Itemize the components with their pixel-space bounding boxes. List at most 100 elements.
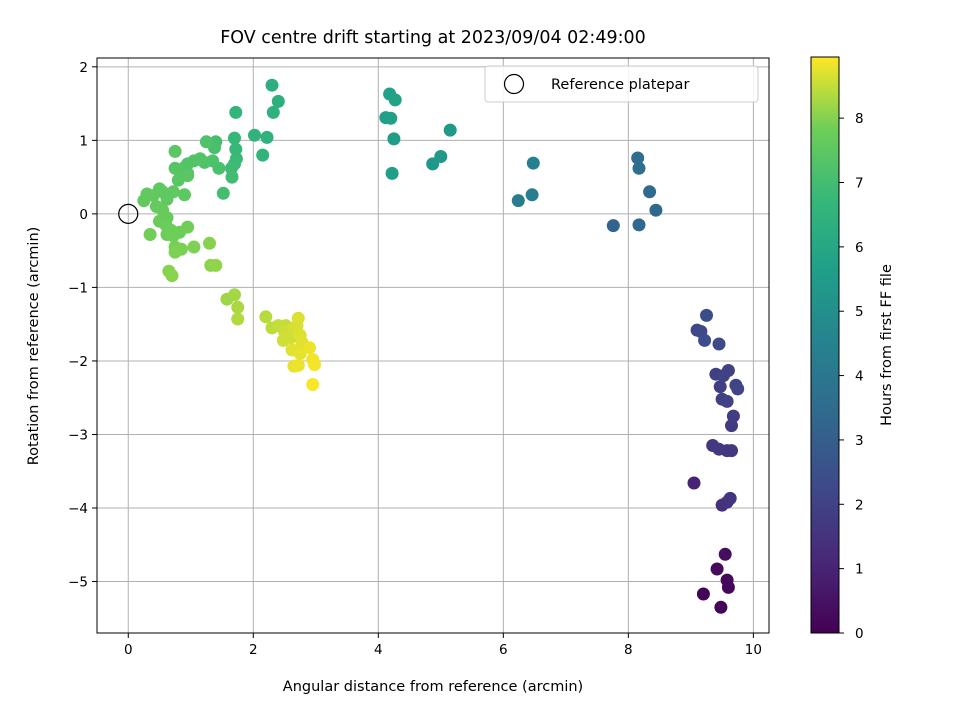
colorbar-tick-label: 4 (855, 369, 864, 385)
x-tick-label: 2 (249, 642, 258, 658)
data-point (526, 156, 540, 170)
colorbar-tick-label: 2 (855, 497, 864, 513)
data-point (256, 148, 270, 162)
data-point (229, 105, 243, 119)
data-point (387, 132, 401, 146)
x-axis-ticks: 0 2 4 6 8 10 (124, 633, 762, 658)
data-point (726, 409, 740, 423)
data-point (696, 587, 710, 601)
colorbar-label: Hours from first FF file (879, 264, 895, 426)
data-point (271, 94, 285, 108)
data-point (291, 311, 305, 325)
legend: Reference platepar (484, 65, 759, 103)
legend-box (484, 65, 759, 103)
colorbar: 0 1 2 3 4 5 6 7 8 Hours from first FF file (810, 56, 895, 642)
data-point (700, 308, 713, 322)
data-point (199, 135, 213, 149)
data-point (260, 130, 274, 144)
colorbar-tick-label: 8 (855, 111, 864, 127)
data-point (203, 236, 216, 250)
data-point (306, 378, 320, 391)
data-point (525, 188, 539, 202)
data-point (168, 144, 182, 158)
data-point (388, 93, 402, 107)
reference-platepar-marker (118, 203, 139, 224)
data-point (631, 151, 645, 165)
data-point (731, 382, 745, 396)
data-point (710, 562, 724, 576)
data-point (443, 123, 457, 137)
y-tick-label: −2 (68, 354, 88, 370)
colorbar-tick-label: 3 (855, 433, 864, 449)
data-point (720, 573, 734, 587)
data-point (385, 166, 399, 180)
data-point (143, 228, 157, 241)
colorbar-tick-label: 5 (855, 304, 864, 320)
data-point (228, 288, 241, 302)
data-point (712, 337, 726, 351)
data-point (720, 394, 734, 408)
legend-entry-reference: Reference platepar (551, 77, 689, 93)
data-point (687, 476, 701, 490)
data-point (265, 78, 279, 92)
data-point (649, 203, 663, 217)
y-tick-label: −3 (68, 427, 88, 443)
data-point (228, 131, 241, 145)
data-point (606, 219, 620, 233)
y-axis-label: Rotation from reference (arcmin) (26, 227, 42, 466)
data-point (231, 300, 245, 314)
data-point (434, 150, 448, 163)
x-tick-label: 0 (124, 642, 133, 658)
colorbar-tick-label: 7 (855, 175, 864, 191)
data-point (632, 218, 646, 232)
y-tick-label: 1 (79, 133, 88, 149)
data-point (216, 186, 230, 200)
y-tick-label: 2 (79, 60, 88, 76)
x-tick-label: 4 (374, 642, 383, 658)
colorbar-tick-label: 6 (855, 240, 864, 256)
data-point (725, 444, 738, 458)
data-point (632, 161, 646, 175)
data-point (714, 600, 728, 614)
chart-title: FOV centre drift starting at 2023/09/04 … (220, 28, 646, 48)
plot-frame (96, 57, 770, 634)
data-point (643, 185, 657, 199)
data-point (181, 220, 195, 234)
data-point (231, 312, 245, 326)
data-point (384, 111, 398, 125)
data-point (721, 364, 735, 377)
data-point (266, 105, 280, 119)
grid-lines (97, 58, 769, 633)
data-point (181, 169, 195, 183)
data-point (713, 380, 727, 394)
y-tick-label: 0 (79, 207, 88, 223)
data-point (259, 310, 273, 324)
x-tick-label: 10 (745, 642, 762, 658)
data-point (723, 491, 737, 505)
reference-marker-group (118, 203, 139, 224)
data-point (229, 142, 243, 156)
data-point (248, 128, 261, 142)
data-point (718, 547, 732, 561)
colorbar-gradient (810, 56, 840, 634)
data-point (511, 194, 525, 208)
data-points (137, 78, 745, 614)
data-point (165, 269, 179, 283)
data-point (166, 229, 180, 243)
data-point (209, 258, 223, 272)
colorbar-tick-label: 0 (855, 626, 864, 642)
legend-marker (503, 73, 525, 95)
data-point (698, 333, 712, 347)
x-tick-label: 6 (499, 642, 508, 658)
data-point (291, 358, 305, 372)
colorbar-ticks: 0 1 2 3 4 5 6 7 8 (839, 111, 864, 642)
data-point (308, 358, 321, 372)
data-point (293, 347, 307, 361)
x-tick-label: 8 (624, 642, 633, 658)
data-point (168, 161, 182, 175)
y-tick-label: −4 (68, 501, 88, 517)
x-axis-label: Angular distance from reference (arcmin) (283, 679, 583, 695)
data-point (137, 194, 151, 208)
data-point (178, 188, 191, 202)
